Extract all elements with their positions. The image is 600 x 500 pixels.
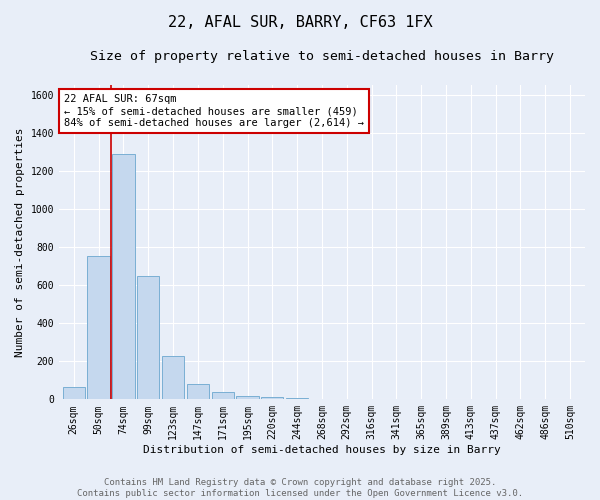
Bar xyxy=(62,387,85,400)
Text: 22 AFAL SUR: 67sqm
← 15% of semi-detached houses are smaller (459)
84% of semi-d: 22 AFAL SUR: 67sqm ← 15% of semi-detache… xyxy=(64,94,364,128)
Text: Contains HM Land Registry data © Crown copyright and database right 2025.
Contai: Contains HM Land Registry data © Crown c… xyxy=(77,478,523,498)
Bar xyxy=(88,256,110,400)
X-axis label: Distribution of semi-detached houses by size in Barry: Distribution of semi-detached houses by … xyxy=(143,445,501,455)
Title: Size of property relative to semi-detached houses in Barry: Size of property relative to semi-detach… xyxy=(90,50,554,63)
Bar xyxy=(236,396,259,400)
Bar xyxy=(261,398,283,400)
Text: 22, AFAL SUR, BARRY, CF63 1FX: 22, AFAL SUR, BARRY, CF63 1FX xyxy=(167,15,433,30)
Bar xyxy=(286,398,308,400)
Bar xyxy=(212,392,234,400)
Bar xyxy=(187,384,209,400)
Bar xyxy=(112,154,134,400)
Bar xyxy=(162,356,184,400)
Y-axis label: Number of semi-detached properties: Number of semi-detached properties xyxy=(15,128,25,357)
Bar xyxy=(137,276,160,400)
